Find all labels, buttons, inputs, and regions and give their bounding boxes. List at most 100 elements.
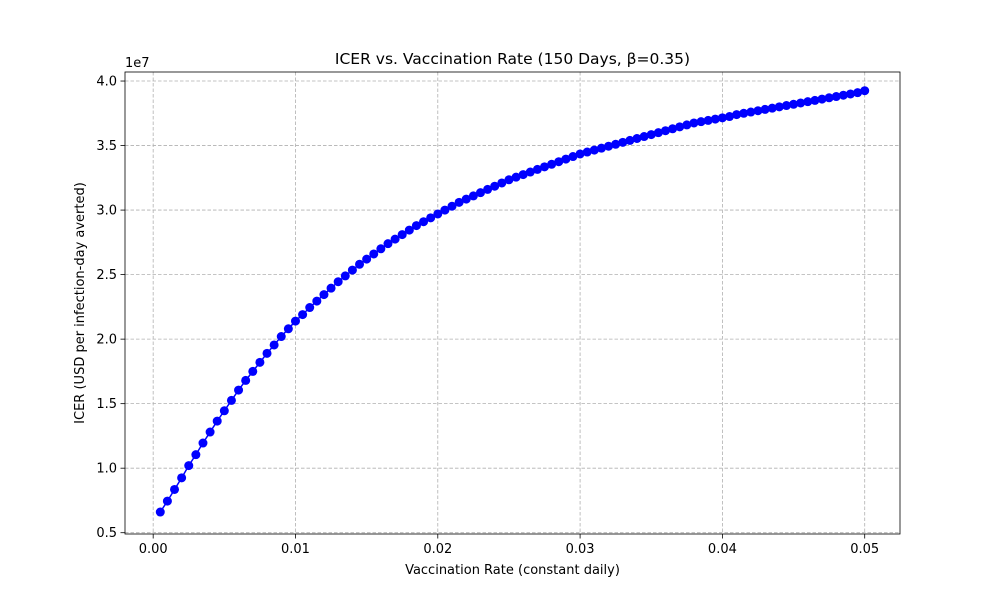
data-point [860,86,870,96]
x-tick-label: 0.05 [850,542,879,557]
data-point [604,141,614,151]
data-point [347,265,357,275]
data-point [789,99,799,109]
y-tick-label: 4.0 [96,75,117,90]
data-point [575,149,585,159]
data-point [305,303,315,313]
plot-frame [124,71,901,535]
data-point [618,137,628,147]
data-point [582,147,592,157]
data-point [383,239,393,249]
x-axis-label: Vaccination Rate (constant daily) [405,563,620,578]
data-point [468,191,478,201]
data-point [219,406,229,416]
data-point [447,201,457,211]
data-point [625,135,635,145]
data-point [198,438,208,448]
data-point [248,366,258,376]
data-point [155,507,165,517]
data-point [639,132,649,142]
data-point [411,221,421,231]
y-tick-label: 1.0 [96,462,117,477]
data-point [376,244,386,254]
data-point [234,385,244,395]
y-tick-label: 3.5 [96,139,117,154]
data-point [276,332,286,342]
data-point [340,271,350,281]
data-point [547,159,557,169]
data-point [483,184,493,194]
y-tick-label: 3.0 [96,204,117,219]
data-point [511,172,521,182]
data-point [419,217,429,227]
y-tick-label: 1.5 [96,397,117,412]
data-point [611,139,621,149]
data-point [746,107,756,117]
data-point [682,120,692,130]
y-tick-label: 2.5 [96,268,117,283]
data-point [753,106,763,116]
y-axis-label: ICER (USD per infection-day averted) [73,182,88,424]
data-point [319,290,329,300]
data-point [162,496,172,506]
y-tick-label: 0.5 [96,526,117,541]
data-point [326,283,336,293]
data-point [362,254,372,264]
data-point [397,230,407,240]
data-point [475,188,485,198]
data-point [404,225,414,235]
data-point [255,357,265,367]
data-point [355,259,365,269]
data-point [561,154,571,164]
data-point [675,122,685,132]
data-point [845,89,855,99]
data-point [689,118,699,128]
data-point [433,209,443,219]
data-point [596,143,606,153]
data-point [796,98,806,108]
data-point [212,416,222,426]
data-point [184,461,194,471]
x-axis-ticks: 0.00 0.01 0.02 0.03 0.04 0.05 [139,534,879,557]
x-tick-label: 0.02 [423,542,452,557]
data-point [781,101,791,111]
data-point [440,205,450,215]
data-point [532,164,542,174]
data-point [732,110,742,120]
data-point [824,93,834,103]
y-axis-offset-text: 1e7 [125,56,150,71]
data-point [269,340,279,350]
data-point [810,95,820,105]
chart-title: ICER vs. Vaccination Rate (150 Days, β=0… [335,50,690,68]
x-tick-label: 0.03 [566,542,595,557]
data-point [191,450,201,460]
data-point [490,181,500,191]
data-point [454,197,464,207]
data-point [177,473,187,483]
data-point [497,178,507,188]
y-tick-label: 2.0 [96,333,117,348]
data-point [290,316,300,326]
data-point [369,249,379,259]
data-point [696,117,706,127]
data-point [312,296,322,306]
data-series [155,86,870,517]
data-point [518,170,528,180]
data-point [333,277,343,287]
data-point [653,128,663,138]
data-point [241,375,251,385]
data-point [589,145,599,155]
data-point [525,167,535,177]
grid-lines [125,72,900,534]
data-point [668,124,678,134]
data-point [646,130,656,140]
data-point [554,157,564,167]
x-tick-label: 0.04 [708,542,737,557]
data-point [725,112,735,122]
data-point [205,427,215,437]
x-tick-label: 0.00 [139,542,168,557]
data-point [817,94,827,104]
data-point [283,324,293,334]
data-point [853,88,863,98]
